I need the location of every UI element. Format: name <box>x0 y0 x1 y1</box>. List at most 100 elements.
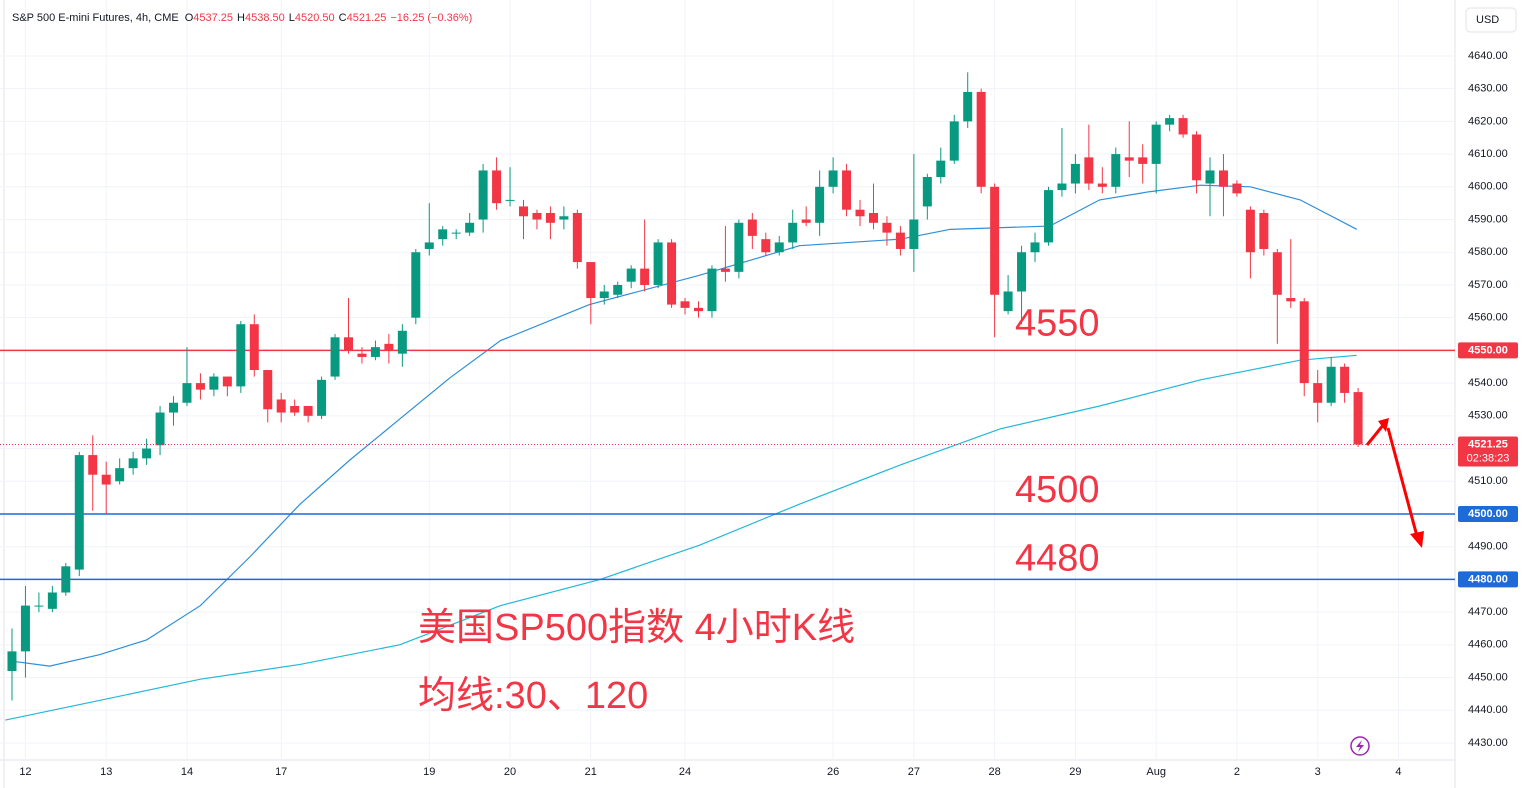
candle-body <box>976 91 986 187</box>
y-tick-label: 4630.00 <box>1468 83 1508 95</box>
candle-body <box>290 406 300 413</box>
candle-body <box>1165 118 1175 125</box>
candle-body <box>330 337 340 377</box>
candle-body <box>1057 183 1067 191</box>
x-tick-label: Aug <box>1146 766 1166 778</box>
candle-body <box>761 239 771 253</box>
candle-body <box>599 291 609 299</box>
candle-body <box>370 347 380 357</box>
candle-body <box>653 242 663 285</box>
arrow-up <box>1365 423 1386 446</box>
price-label-box <box>1458 505 1518 522</box>
marks <box>0 72 1455 721</box>
candle-body <box>1030 242 1040 253</box>
y-tick-label: 4620.00 <box>1468 115 1508 127</box>
candle-body <box>88 455 98 475</box>
candle-body <box>47 592 57 609</box>
candle-body <box>128 458 138 469</box>
candle-body <box>747 219 757 236</box>
last-price-box <box>1458 436 1518 467</box>
header: S&P 500 E-mini Futures, 4h, CME O4537.25 H… <box>12 12 472 24</box>
header-text: S&P 500 E-mini Futures, 4h, CME <box>12 12 179 24</box>
moving-average <box>11 184 1358 667</box>
candle-body <box>1097 183 1107 187</box>
candle-body <box>34 605 44 607</box>
candle-body <box>397 330 407 354</box>
countdown: 02:38:23 <box>1467 452 1510 464</box>
header-text: 4537.25 <box>193 12 233 24</box>
candle-body <box>155 412 165 446</box>
header-text: 4538.50 <box>245 12 285 24</box>
header-text: O <box>185 12 194 24</box>
candle-body <box>1313 383 1323 403</box>
y-tick-label: 4610.00 <box>1468 148 1508 160</box>
candle-body <box>572 212 582 263</box>
candle-body <box>195 383 205 390</box>
candle-body <box>438 229 448 240</box>
x-tick-label: 20 <box>504 766 516 778</box>
icon-circle[interactable] <box>1350 736 1370 756</box>
price-label-box <box>1458 571 1518 588</box>
candle-body <box>734 222 744 272</box>
candle-body <box>801 219 811 223</box>
x-tick-label: 27 <box>908 766 920 778</box>
x-tick-label: 28 <box>989 766 1001 778</box>
candle-body <box>909 219 919 249</box>
candle-body <box>384 343 394 351</box>
icon[interactable] <box>1350 736 1370 756</box>
candle-body <box>680 301 690 308</box>
candle-body <box>1340 366 1350 393</box>
candle-body <box>478 170 488 220</box>
candle-body <box>788 222 798 243</box>
labels: 4430.00 4440.00 4450.00 4460.00 4470.00 4480.… <box>19 50 1518 778</box>
y-tick-label: 4470.00 <box>1468 606 1508 618</box>
candle-body <box>1232 183 1242 194</box>
candle-body <box>1111 154 1121 187</box>
annotation: 4500 <box>1015 469 1100 511</box>
candle-body <box>1084 157 1094 184</box>
candle-body <box>1192 134 1202 181</box>
annotation: 4550 <box>1015 302 1100 344</box>
candle-body <box>949 121 959 161</box>
candle-body <box>249 324 259 371</box>
price-label-box <box>1458 342 1518 359</box>
x-tick-label: 4 <box>1395 766 1401 778</box>
arrow <box>1365 418 1424 548</box>
candle-body <box>61 566 71 593</box>
y-tick-label: 4450.00 <box>1468 671 1508 683</box>
x-tick-label: 24 <box>679 766 691 778</box>
candle-body <box>815 186 825 223</box>
candle-body <box>1299 301 1309 384</box>
candle-body <box>1070 163 1080 184</box>
candle-body <box>1017 252 1027 292</box>
x-tick-label: 26 <box>827 766 839 778</box>
candle-body <box>868 212 878 223</box>
candle-body <box>828 170 838 187</box>
candle-body <box>1286 298 1296 302</box>
currency[interactable]: USD <box>1476 14 1499 26</box>
currency-box[interactable] <box>1465 7 1517 33</box>
y-tick-label: 4540.00 <box>1468 377 1508 389</box>
price-label: 4550.00 <box>1468 344 1508 356</box>
candle-body <box>317 379 327 416</box>
last-price-label: 4521.25 <box>1468 438 1508 450</box>
y-tick-label: 4560.00 <box>1468 312 1508 324</box>
x-tick-label: 17 <box>275 766 287 778</box>
candle-body <box>263 370 273 410</box>
x-tick-label: 29 <box>1069 766 1081 778</box>
y-tick-label: 4510.00 <box>1468 475 1508 487</box>
candle-body <box>209 376 219 390</box>
candle-body <box>101 474 111 485</box>
price-label: 4480.00 <box>1468 573 1508 585</box>
candle-body <box>236 324 246 387</box>
grid <box>0 0 1455 760</box>
y-tick-label: 4440.00 <box>1468 704 1508 716</box>
candle-body <box>1043 190 1053 243</box>
x-tick-label: 13 <box>100 766 112 778</box>
x-tick-label: 21 <box>585 766 597 778</box>
candle-body <box>424 242 434 249</box>
icon-bolt[interactable] <box>1356 740 1364 752</box>
